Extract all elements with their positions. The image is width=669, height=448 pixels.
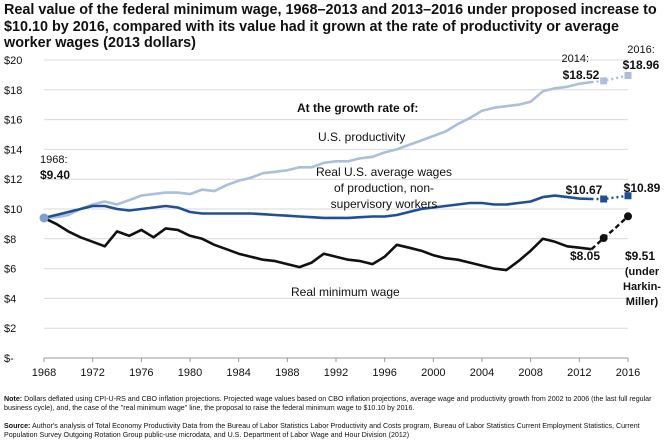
avg-wages-line — [43, 194, 592, 220]
x-tick-label: 1988 — [275, 367, 299, 379]
note-label: Note: — [4, 395, 23, 403]
wages-label-line-2: of production, non- — [334, 181, 434, 195]
wage-2014-value: $10.67 — [566, 183, 603, 197]
y-tick-label: $12 — [4, 174, 22, 186]
min-wage-projection-line — [590, 215, 629, 251]
x-tick-label: 2016 — [616, 367, 640, 379]
x-tick-label: 1976 — [129, 367, 153, 379]
prod-2016-year: 2016: — [627, 44, 655, 56]
min-wage-projection-point — [624, 212, 632, 221]
x-tick-label: 1996 — [372, 367, 396, 379]
prod-2014-value: $18.52 — [563, 68, 600, 82]
min-wage-projection-point — [599, 234, 608, 243]
wages-label-line-1: Real U.S. average wages — [316, 165, 452, 179]
x-tick-label: 1968 — [32, 367, 56, 379]
grid — [44, 59, 628, 329]
y-tick-label: $14 — [4, 144, 22, 156]
min-2016-note-1: (under — [625, 266, 660, 278]
chart-source: Source: Author's analysis of Total Econo… — [4, 422, 664, 440]
axes: $- $2 $4 $6 $8 $10 $12 $14 $16 $18 $20 1968 1972 1976… — [4, 55, 640, 379]
x-tick-label: 2008 — [518, 367, 542, 379]
min-2016-note-3: Miller) — [626, 296, 659, 308]
start-point-1968 — [39, 213, 49, 223]
min-wage-label: Real minimum wage — [291, 285, 400, 299]
y-tick-label: $4 — [4, 293, 16, 305]
productivity-line — [43, 80, 592, 220]
productivity-projection-line — [591, 74, 629, 84]
productivity-label: U.S. productivity — [318, 130, 405, 144]
start-value-label: $9.40 — [40, 168, 70, 182]
wages-label-line-3: supervisory workers — [331, 197, 438, 211]
min-2014-value: $8.05 — [570, 249, 600, 263]
wage-2016-value: $10.89 — [624, 181, 661, 195]
source-text: Author's analysis of Total Economy Produ… — [4, 422, 640, 439]
x-tick-label: 1972 — [80, 367, 104, 379]
prod-2016-value: $18.96 — [623, 58, 660, 72]
y-tick-label: $2 — [4, 323, 16, 335]
start-year-label: 1968: — [40, 154, 68, 166]
avg-wages-projection-point — [624, 192, 632, 200]
y-tick-label: $16 — [4, 115, 22, 127]
y-tick-label: $- — [4, 353, 14, 365]
min-wage-line — [43, 216, 592, 272]
series-heading: At the growth rate of: — [297, 101, 418, 115]
x-tick-label: 2004 — [470, 367, 494, 379]
note-text: Dollars deflated using CPI-U-RS and CBO … — [4, 395, 652, 412]
y-tick-label: $18 — [4, 85, 22, 97]
x-tick-label: 2012 — [567, 367, 591, 379]
source-label: Source: — [4, 422, 31, 430]
prod-2014-year: 2014: — [561, 53, 589, 65]
annotations: At the growth rate of: U.S. productivity… — [40, 44, 661, 308]
productivity-projection-point — [600, 77, 608, 85]
min-2016-value: $9.51 — [625, 249, 655, 263]
y-tick-label: $8 — [4, 234, 16, 246]
x-tick-label: 2000 — [421, 367, 445, 379]
productivity-projection-point — [624, 71, 632, 79]
x-tick-label: 1980 — [178, 367, 202, 379]
y-tick-label: $6 — [4, 264, 16, 276]
x-tick-label: 1992 — [324, 367, 348, 379]
y-tick-label: $20 — [4, 55, 22, 67]
y-tick-label: $10 — [4, 204, 22, 216]
min-2016-note-2: Harkin- — [623, 281, 661, 293]
x-tick-label: 1984 — [226, 367, 250, 379]
chart-title: Real value of the federal minimum wage, … — [4, 2, 657, 51]
chart-note: Note: Dollars deflated using CPI-U-RS an… — [4, 395, 664, 413]
avg-wages-projection-point — [600, 195, 608, 203]
series-lines — [39, 71, 632, 272]
avg-wages-projection-line — [591, 194, 629, 201]
